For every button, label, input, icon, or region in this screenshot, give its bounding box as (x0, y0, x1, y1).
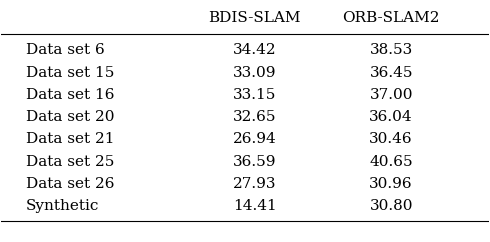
Text: Data set 6: Data set 6 (26, 43, 104, 57)
Text: 37.00: 37.00 (369, 88, 413, 102)
Text: 30.80: 30.80 (369, 199, 413, 213)
Text: ORB-SLAM2: ORB-SLAM2 (343, 11, 440, 25)
Text: 32.65: 32.65 (233, 110, 276, 124)
Text: Data set 25: Data set 25 (26, 155, 114, 169)
Text: 38.53: 38.53 (369, 43, 413, 57)
Text: Data set 20: Data set 20 (26, 110, 114, 124)
Text: 26.94: 26.94 (233, 132, 277, 146)
Text: 33.15: 33.15 (233, 88, 276, 102)
Text: 27.93: 27.93 (233, 177, 276, 191)
Text: Data set 26: Data set 26 (26, 177, 114, 191)
Text: 30.46: 30.46 (369, 132, 413, 146)
Text: Synthetic: Synthetic (26, 199, 99, 213)
Text: 14.41: 14.41 (233, 199, 277, 213)
Text: 36.59: 36.59 (233, 155, 276, 169)
Text: 30.96: 30.96 (369, 177, 413, 191)
Text: BDIS-SLAM: BDIS-SLAM (208, 11, 301, 25)
Text: 36.04: 36.04 (369, 110, 413, 124)
Text: Data set 16: Data set 16 (26, 88, 114, 102)
Text: Data set 15: Data set 15 (26, 66, 114, 80)
Text: 33.09: 33.09 (233, 66, 276, 80)
Text: Data set 21: Data set 21 (26, 132, 114, 146)
Text: 40.65: 40.65 (369, 155, 413, 169)
Text: 36.45: 36.45 (369, 66, 413, 80)
Text: 34.42: 34.42 (233, 43, 276, 57)
